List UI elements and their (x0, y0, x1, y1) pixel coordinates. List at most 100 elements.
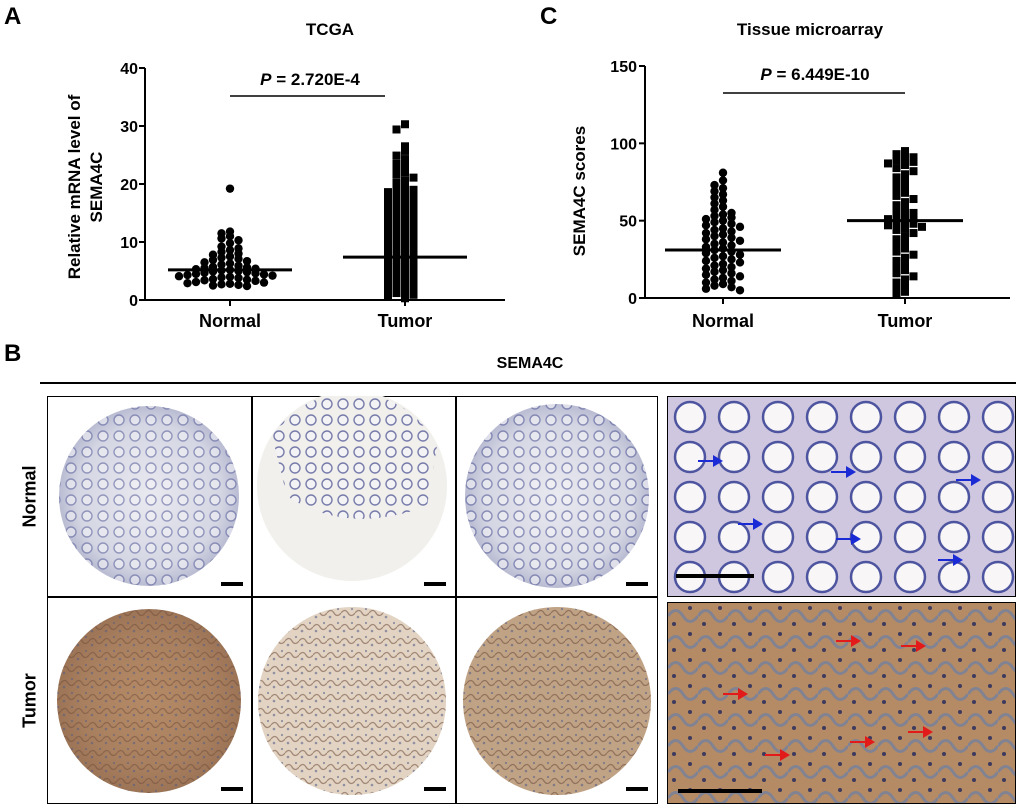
data-point-tumor (409, 235, 418, 244)
data-point-tumor (409, 221, 418, 230)
data-point-normal (242, 281, 252, 291)
data-point-tumor (401, 203, 409, 212)
data-point-tumor (409, 228, 418, 237)
data-point-tumor (901, 244, 909, 253)
data-point-tumor (384, 202, 392, 211)
data-point-tumor (409, 185, 418, 194)
data-point-tumor (401, 155, 409, 164)
data-point-normal (718, 190, 728, 199)
data-point-tumor (392, 191, 401, 200)
normal-core-1 (59, 406, 239, 586)
data-point-tumor (892, 212, 901, 221)
data-point-tumor (409, 249, 418, 258)
row-label-tumor: Tumor (19, 673, 40, 728)
data-point-tumor (401, 217, 409, 226)
blue-arrows (698, 455, 981, 566)
data-point-tumor (901, 210, 909, 219)
chart-a-plot: 0 10 20 30 40 0 50 100 150 (120, 59, 1010, 310)
data-point-normal (718, 259, 728, 269)
data-point-tumor (901, 275, 909, 284)
tma-cores (57, 396, 651, 795)
data-point-tumor (392, 261, 401, 270)
data-point-tumor (901, 224, 909, 233)
data-point-tumor (892, 191, 901, 200)
data-point-tumor (384, 257, 392, 266)
data-point-tumor (392, 233, 401, 242)
data-point-normal (727, 213, 736, 222)
data-point-tumor (892, 247, 901, 256)
data-point-normal (234, 280, 243, 290)
data-point-tumor (401, 189, 409, 198)
data-point-tumor (892, 278, 901, 287)
data-point-tumor (901, 232, 909, 241)
data-point-normal (718, 273, 728, 283)
data-point-normal (710, 239, 719, 249)
data-point-normal (727, 276, 736, 286)
data-point-normal (183, 270, 192, 280)
data-point-normal (710, 180, 719, 190)
data-point-tumor (892, 218, 901, 227)
data-point-normal (217, 247, 226, 257)
data-point-tumor (892, 225, 901, 234)
data-point-normal (225, 232, 235, 241)
data-point-normal (718, 265, 728, 275)
data-point-normal (710, 267, 719, 276)
tumor-core-3 (463, 607, 651, 795)
data-point-tumor (384, 188, 392, 197)
y-tick-label: 0 (628, 291, 637, 308)
data-point-tumor (892, 150, 901, 159)
data-point-normal (701, 270, 711, 279)
data-point-normal (208, 274, 218, 284)
data-point-tumor (401, 176, 409, 185)
data-point-tumor (884, 221, 892, 230)
normal-magnified-drawing (668, 397, 1015, 596)
scale-bar (676, 574, 754, 578)
data-point-tumor (392, 151, 401, 160)
data-point-tumor (401, 287, 409, 296)
panel-letter-b: B (4, 340, 22, 367)
scale-bar (626, 582, 648, 586)
data-point-tumor (884, 159, 892, 168)
data-point-tumor (901, 253, 909, 262)
data-point-tumor (892, 156, 901, 165)
data-point-normal (701, 235, 711, 244)
data-point-tumor (901, 170, 909, 179)
data-point-tumor (392, 164, 401, 173)
data-point-tumor (918, 222, 926, 231)
data-point-normal (259, 278, 269, 287)
scale-bar (424, 582, 446, 586)
data-point-tumor (392, 198, 401, 207)
data-point-tumor (384, 285, 392, 294)
tumor-core-2 (258, 607, 446, 795)
data-point-tumor (901, 176, 909, 185)
data-point-tumor (892, 185, 901, 194)
data-point-tumor (892, 241, 901, 250)
data-point-tumor (892, 269, 901, 278)
data-point-tumor (901, 259, 909, 268)
data-point-tumor (392, 289, 401, 298)
data-point-normal (200, 276, 209, 285)
data-point-tumor (901, 147, 909, 156)
data-point-normal (727, 227, 736, 236)
data-point-normal (225, 238, 235, 248)
y-tick-label: 40 (120, 61, 138, 78)
scale-bar (221, 582, 243, 586)
data-point-tumor (384, 278, 392, 287)
data-point-normal (242, 275, 252, 284)
data-point-tumor (892, 290, 901, 299)
data-point-tumor (384, 264, 392, 273)
chart-c-title: Tissue microarray (736, 20, 884, 39)
data-point-tumor (392, 226, 401, 235)
data-point-tumor (884, 215, 892, 224)
data-point-tumor (409, 283, 418, 292)
data-point-normal (191, 269, 201, 279)
data-point-tumor (401, 182, 409, 191)
data-point-tumor (392, 268, 401, 277)
data-point-tumor (392, 212, 401, 221)
data-point-normal (710, 218, 719, 227)
data-point-normal (710, 261, 719, 270)
data-point-tumor (401, 266, 409, 275)
data-point-normal (701, 228, 711, 238)
data-point-tumor (392, 159, 401, 168)
data-point-normal (701, 284, 711, 293)
